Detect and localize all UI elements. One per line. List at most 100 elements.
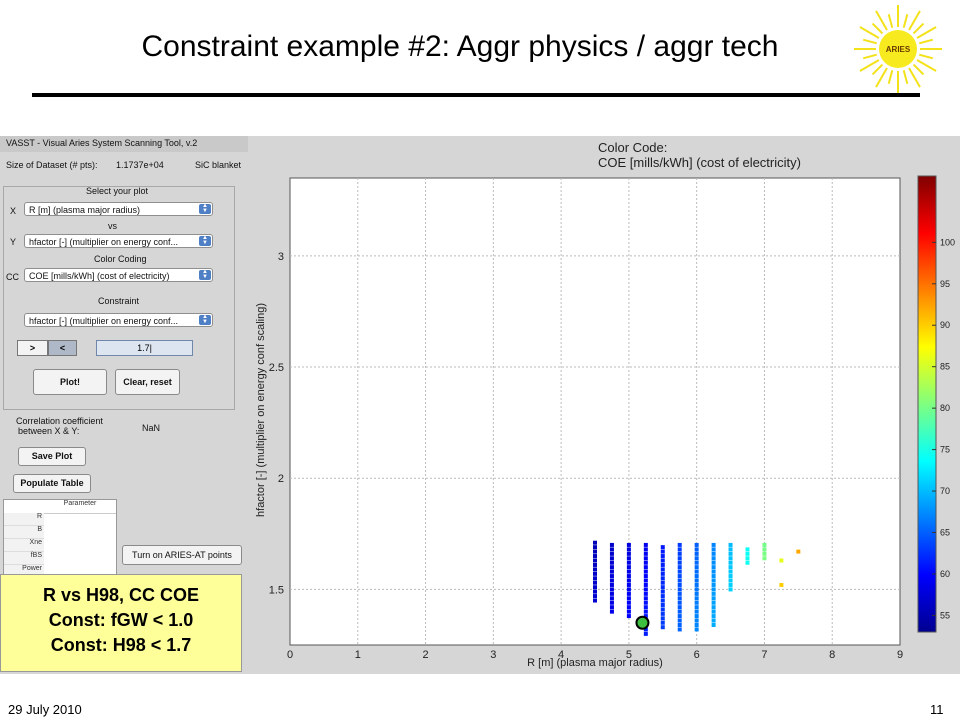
scatter-point xyxy=(643,627,648,632)
vasst-window: VASST - Visual Aries System Scanning Too… xyxy=(0,136,960,674)
populate-table-button[interactable]: Populate Table xyxy=(13,474,91,493)
x-axis-title: R [m] (plasma major radius) xyxy=(527,657,663,669)
scatter-point xyxy=(609,591,614,596)
scatter-point xyxy=(694,596,699,601)
scatter-point xyxy=(626,614,631,619)
correlation-value: NaN xyxy=(142,423,161,433)
scatter-point xyxy=(779,582,784,587)
window-titlebar xyxy=(0,136,252,152)
color-code-select[interactable]: COE [mills/kWh] (cost of electricity) ▲ ▼ xyxy=(24,268,213,282)
colorbar-tick-label: 100 xyxy=(940,237,955,247)
colorbar-tick-label: 75 xyxy=(940,445,950,455)
scatter-point xyxy=(711,574,716,579)
save-plot-button[interactable]: Save Plot xyxy=(18,447,86,466)
scatter-point xyxy=(609,582,614,587)
scatter-point xyxy=(643,569,648,574)
sun-ray xyxy=(875,67,888,88)
scatter-point xyxy=(643,596,648,601)
scatter-point xyxy=(593,540,597,545)
constraint-select[interactable]: hfactor [-] (multiplier on energy conf..… xyxy=(24,313,213,327)
scatter-point xyxy=(677,591,682,596)
sun-ray xyxy=(859,26,880,39)
scatter-point xyxy=(643,614,648,619)
x-tick-label: 1 xyxy=(355,649,361,661)
y-axis-title: hfactor [-] (multiplier on energy conf s… xyxy=(255,303,267,517)
x-tick-label: 8 xyxy=(829,649,835,661)
scatter-point xyxy=(711,600,716,605)
select-arrows-icon: ▲ ▼ xyxy=(199,314,211,325)
scatter-point xyxy=(593,598,597,603)
scatter-point xyxy=(694,569,699,574)
scatter-point xyxy=(677,582,682,587)
scatter-point xyxy=(609,560,614,565)
x-tick-label: 7 xyxy=(761,649,767,661)
scatter-point xyxy=(745,560,750,565)
aries-at-points-button[interactable]: Turn on ARIES-AT points xyxy=(122,545,242,565)
scatter-point xyxy=(660,558,665,563)
x-variable-value: R [m] (plasma major radius) xyxy=(29,205,141,215)
colorbar-tick-label: 65 xyxy=(940,528,950,538)
scatter-point xyxy=(677,565,682,570)
x-variable-select[interactable]: R [m] (plasma major radius) ▲ ▼ xyxy=(24,202,213,216)
sun-ray xyxy=(912,22,925,35)
scatter-point xyxy=(711,582,716,587)
constraint-value-input[interactable]: 1.7| xyxy=(96,340,193,356)
clear-reset-button[interactable]: Clear, reset xyxy=(115,369,180,395)
scatter-point xyxy=(779,558,784,563)
dataset-size-label: Size of Dataset (# pts): xyxy=(6,160,98,170)
sun-ray xyxy=(912,63,925,76)
select-arrows-icon: ▲ ▼ xyxy=(199,203,211,214)
x-tick-label: 2 xyxy=(422,649,428,661)
scatter-point xyxy=(711,556,716,561)
color-coding-label: Color Coding xyxy=(94,254,147,264)
scatter-point xyxy=(609,596,614,601)
plot-selection-frame xyxy=(3,186,235,410)
greater-than-toggle[interactable]: > xyxy=(17,340,48,356)
table-row-label: B xyxy=(4,526,44,539)
less-than-toggle[interactable]: < xyxy=(48,340,77,356)
scatter-point xyxy=(626,600,631,605)
table-row-label: fBS xyxy=(4,552,44,565)
select-arrows-icon: ▲ ▼ xyxy=(199,269,211,280)
scatter-point xyxy=(643,551,648,556)
scatter-point xyxy=(745,556,750,561)
sun-ray xyxy=(916,59,937,72)
scatter-point xyxy=(643,547,648,552)
scatter-point xyxy=(609,605,614,610)
aries-logo-text: ARIES xyxy=(886,45,911,54)
chart-title: Color Code: xyxy=(598,140,667,155)
scatter-point xyxy=(728,542,733,547)
plot-button[interactable]: Plot! xyxy=(33,369,107,395)
sun-ray xyxy=(908,10,921,31)
colorbar xyxy=(917,175,937,633)
x-tick-label: 0 xyxy=(287,649,293,661)
scatter-point xyxy=(677,605,682,610)
sun-ray xyxy=(875,10,888,31)
y-tick-label: 2 xyxy=(278,473,284,485)
sun-ray xyxy=(918,53,934,60)
cc-label: CC xyxy=(6,272,19,282)
scatter-chart: Color Code: COE [mills/kWh] (cost of ele… xyxy=(248,136,960,674)
sun-ray xyxy=(908,67,921,88)
scatter-point xyxy=(694,614,699,619)
scatter-point xyxy=(609,547,614,552)
sun-ray xyxy=(859,59,880,72)
scatter-point xyxy=(660,571,665,576)
scatter-point xyxy=(694,578,699,583)
scatter-point xyxy=(626,565,631,570)
y-axis-label: Y xyxy=(10,237,17,247)
scatter-point xyxy=(694,542,699,547)
scatter-point xyxy=(626,574,631,579)
scatter-point xyxy=(694,582,699,587)
scatter-point xyxy=(593,562,597,567)
scatter-point xyxy=(643,605,648,610)
x-tick-label: 6 xyxy=(694,649,700,661)
scatter-point xyxy=(728,560,733,565)
scatter-point xyxy=(643,587,648,592)
colorbar-tick-label: 85 xyxy=(940,362,950,372)
table-row-label: R xyxy=(4,513,44,526)
scatter-point xyxy=(677,622,682,627)
y-variable-select[interactable]: hfactor [-] (multiplier on energy conf..… xyxy=(24,234,213,248)
scatter-point xyxy=(593,589,597,594)
constraint-label: Constraint xyxy=(98,296,140,306)
